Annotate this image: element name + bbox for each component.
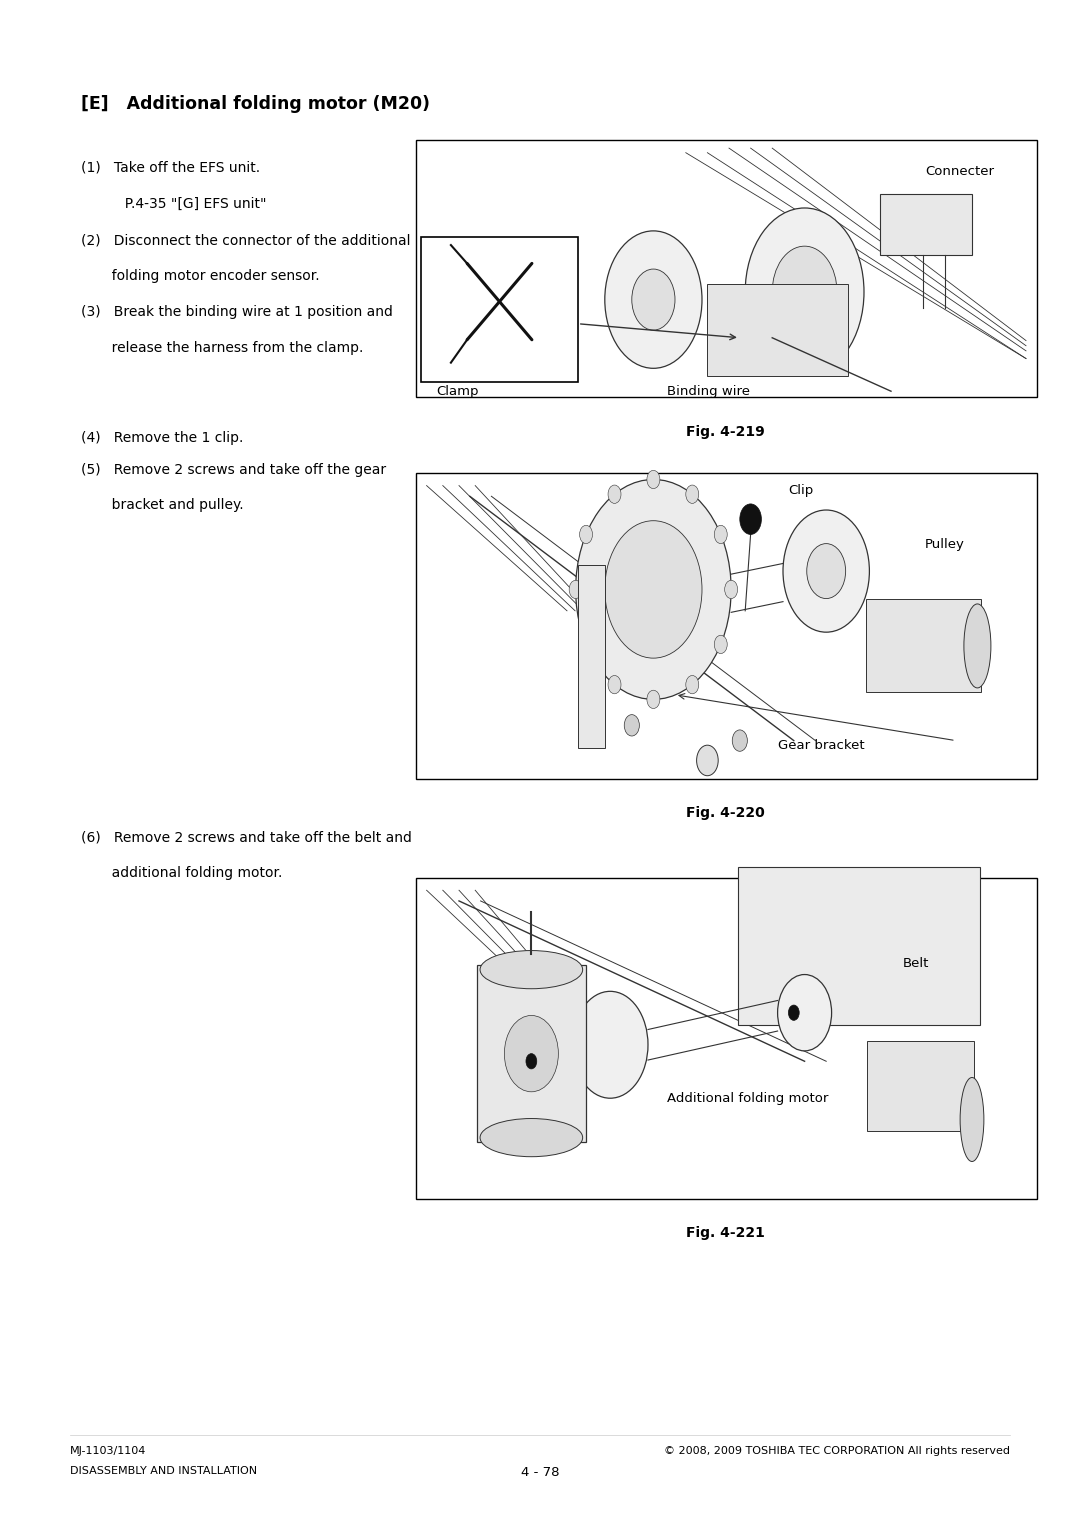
Text: (4)   Remove the 1 clip.: (4) Remove the 1 clip. [81,431,243,444]
FancyBboxPatch shape [738,867,980,1026]
Text: (1)   Take off the EFS unit.: (1) Take off the EFS unit. [81,160,260,174]
Text: additional folding motor.: additional folding motor. [81,866,282,880]
Circle shape [624,715,639,736]
Text: folding motor encoder sensor.: folding motor encoder sensor. [81,269,320,282]
Text: (2)   Disconnect the connector of the additional: (2) Disconnect the connector of the addi… [81,234,410,247]
FancyBboxPatch shape [477,965,586,1142]
Text: Binding wire: Binding wire [667,385,751,399]
FancyBboxPatch shape [880,194,972,255]
Circle shape [778,974,832,1051]
Text: Additional folding motor: Additional folding motor [667,1092,828,1106]
Ellipse shape [480,950,583,989]
Circle shape [697,745,718,776]
Circle shape [714,635,727,654]
FancyBboxPatch shape [416,140,1037,397]
Text: release the harness from the clamp.: release the harness from the clamp. [81,341,363,354]
FancyBboxPatch shape [416,878,1037,1199]
Ellipse shape [963,605,991,687]
Text: © 2008, 2009 TOSHIBA TEC CORPORATION All rights reserved: © 2008, 2009 TOSHIBA TEC CORPORATION All… [664,1446,1010,1457]
Circle shape [576,479,731,699]
FancyBboxPatch shape [866,599,981,692]
Circle shape [740,504,761,534]
FancyBboxPatch shape [707,284,848,376]
Text: MJ-1103/1104: MJ-1103/1104 [70,1446,147,1457]
Text: [E]   Additional folding motor (M20): [E] Additional folding motor (M20) [81,95,430,113]
Circle shape [725,580,738,599]
Text: Clip: Clip [788,484,813,498]
Circle shape [807,544,846,599]
Circle shape [580,525,593,544]
Circle shape [605,521,702,658]
Circle shape [788,1005,799,1020]
Circle shape [608,675,621,693]
Circle shape [572,991,648,1098]
Circle shape [686,486,699,504]
Circle shape [686,675,699,693]
Text: (3)   Break the binding wire at 1 position and: (3) Break the binding wire at 1 position… [81,305,393,319]
Text: Clamp: Clamp [436,385,478,399]
Circle shape [608,486,621,504]
Circle shape [504,1015,558,1092]
Text: bracket and pulley.: bracket and pulley. [81,498,244,512]
Text: Belt: Belt [903,957,929,971]
Text: Fig. 4-221: Fig. 4-221 [686,1226,766,1240]
Ellipse shape [480,1118,583,1157]
Circle shape [732,730,747,751]
Text: (5)   Remove 2 screws and take off the gear: (5) Remove 2 screws and take off the gea… [81,463,387,476]
Circle shape [647,470,660,489]
Text: (6)   Remove 2 screws and take off the belt and: (6) Remove 2 screws and take off the bel… [81,831,411,844]
Circle shape [569,580,582,599]
Text: Pulley: Pulley [924,538,964,551]
Circle shape [772,246,837,337]
Circle shape [647,690,660,709]
Text: Gear bracket: Gear bracket [778,739,864,753]
Text: P.4-35 "[G] EFS unit": P.4-35 "[G] EFS unit" [81,197,267,211]
Text: Connecter: Connecter [926,165,995,179]
Circle shape [745,208,864,376]
Circle shape [526,1054,537,1069]
Circle shape [605,231,702,368]
Circle shape [632,269,675,330]
Text: Fig. 4-219: Fig. 4-219 [687,425,765,438]
FancyBboxPatch shape [421,237,578,382]
Circle shape [714,525,727,544]
Circle shape [783,510,869,632]
FancyBboxPatch shape [578,565,605,748]
FancyBboxPatch shape [416,473,1037,779]
Circle shape [580,635,593,654]
Text: Fig. 4-220: Fig. 4-220 [687,806,765,820]
Ellipse shape [960,1078,984,1162]
FancyBboxPatch shape [867,1041,974,1132]
Text: DISASSEMBLY AND INSTALLATION: DISASSEMBLY AND INSTALLATION [70,1466,257,1477]
Text: 4 - 78: 4 - 78 [521,1466,559,1480]
